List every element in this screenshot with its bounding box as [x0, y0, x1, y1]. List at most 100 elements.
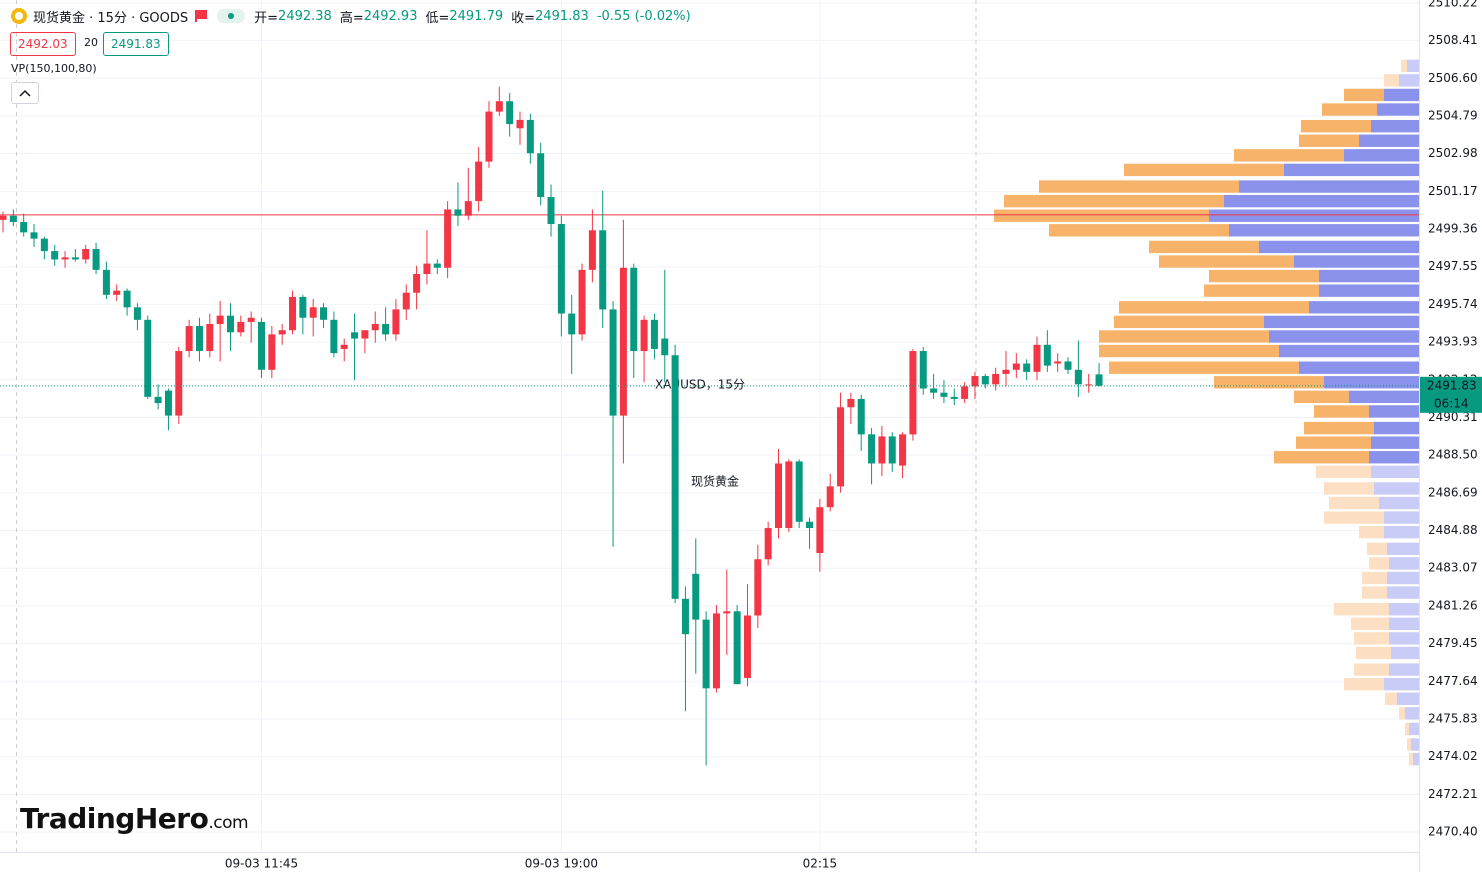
- symbol[interactable]: 现货黄金 · 15分 · GOODS: [33, 10, 189, 26]
- candle-body: [764, 528, 772, 560]
- candle-body: [351, 332, 359, 339]
- candle-body: [630, 267, 638, 352]
- candle-body: [402, 292, 410, 310]
- ask-button[interactable]: 2492.03: [10, 32, 76, 56]
- candle-body: [743, 615, 751, 678]
- candle-body: [516, 119, 524, 129]
- candle-body: [981, 376, 989, 385]
- candle-body: [723, 611, 731, 614]
- candle-body: [444, 209, 452, 268]
- y-tick-label: 2475.83: [1428, 711, 1478, 725]
- vp-down-bar: [1274, 451, 1369, 464]
- candle-body: [650, 319, 658, 349]
- candle-body: [299, 296, 307, 318]
- candle-body: [247, 317, 255, 322]
- candle-body: [20, 221, 28, 233]
- candle-body: [940, 392, 948, 397]
- price-tag-countdown: 06:14: [1434, 396, 1469, 410]
- candle-body: [423, 263, 431, 275]
- candle-body: [133, 307, 141, 320]
- candle-body: [175, 351, 183, 416]
- candle-body: [464, 201, 472, 216]
- candle-body: [30, 232, 38, 239]
- candle-body: [1054, 361, 1062, 364]
- vp-down-bar: [1316, 465, 1371, 478]
- candle-body: [599, 230, 607, 310]
- vp-down-bar: [1324, 511, 1384, 524]
- vp-up-bar: [1389, 617, 1419, 630]
- vp-down-bar: [1384, 74, 1399, 87]
- candle-body: [51, 251, 59, 260]
- candle-body: [557, 224, 565, 314]
- close-value: 2491.83: [535, 8, 589, 24]
- candle-body: [382, 323, 390, 335]
- y-tick-label: 2502.98: [1428, 146, 1478, 160]
- vp-down-bar: [1334, 603, 1389, 616]
- candle-body: [71, 257, 79, 260]
- vp-up-bar: [1371, 119, 1419, 133]
- bid-button[interactable]: 2491.83: [103, 32, 169, 56]
- candle-body: [1012, 363, 1020, 370]
- candle-body: [578, 269, 586, 335]
- vp-down-bar: [994, 209, 1209, 222]
- candle-body: [113, 290, 121, 295]
- candle-body: [237, 321, 245, 333]
- vp-up-bar: [1259, 240, 1419, 254]
- candle-body: [681, 598, 689, 635]
- candle-body: [413, 274, 421, 293]
- candle-body: [806, 521, 814, 529]
- x-tick-label: 09-03 19:00: [525, 857, 598, 871]
- candle-body: [40, 238, 48, 252]
- candle-body: [154, 396, 162, 404]
- candle-body: [320, 307, 328, 320]
- market-status[interactable]: [216, 8, 246, 24]
- vp-up-bar: [1384, 525, 1419, 539]
- candle-body: [392, 309, 400, 335]
- vp-down-bar: [1119, 301, 1309, 314]
- vp-up-bar: [1294, 255, 1419, 268]
- candle-body: [1085, 384, 1093, 386]
- change: -0.55 (-0.02%): [596, 8, 691, 24]
- candle-body: [226, 315, 234, 333]
- vp-up-bar: [1389, 663, 1419, 676]
- vp-up-bar: [1405, 707, 1419, 720]
- vp-up-bar: [1407, 59, 1419, 72]
- candle-body: [278, 330, 286, 335]
- flag-icon: [195, 10, 208, 22]
- legend-header: 现货黄金 · 15分 · GOODS 开= 2492.38 高= 2492.93 低…: [10, 5, 699, 27]
- candle-body: [61, 257, 69, 260]
- vp-down-bar: [1354, 663, 1389, 676]
- candle-body: [909, 351, 917, 435]
- vp-up-bar: [1319, 269, 1419, 283]
- candle-body: [1033, 344, 1041, 372]
- vp-up-bar: [1324, 376, 1419, 389]
- candle-body: [847, 398, 855, 408]
- vp-down-bar: [1234, 149, 1344, 162]
- vp-up-bar: [1269, 330, 1419, 343]
- watermark-sub: 现货黄金: [691, 474, 739, 489]
- y-tick-label: 2506.60: [1428, 71, 1478, 85]
- candle-body: [733, 611, 741, 685]
- vp-down-bar: [1399, 707, 1405, 720]
- candle-body: [992, 373, 1000, 385]
- vp-down-bar: [1296, 436, 1371, 449]
- vp-up-bar: [1229, 224, 1419, 237]
- vp-up-bar: [1369, 451, 1419, 464]
- vp-up-bar: [1399, 74, 1419, 87]
- candle-body: [454, 209, 462, 216]
- candle-body: [826, 486, 834, 508]
- vp-up-bar: [1349, 390, 1419, 404]
- candle-body: [640, 319, 648, 352]
- vp-down-bar: [1124, 163, 1284, 177]
- vp-down-bar: [1329, 496, 1379, 510]
- collapse-button[interactable]: [11, 82, 39, 104]
- candle-body: [340, 344, 348, 349]
- close-label: 收=: [511, 10, 536, 26]
- candle-body: [588, 230, 596, 270]
- symbol-icon: [11, 8, 27, 24]
- logo-text: TradingHero: [20, 802, 209, 835]
- y-tick-label: 2490.31: [1428, 410, 1478, 424]
- vp-up-bar: [1264, 315, 1419, 329]
- candle-body: [537, 153, 545, 197]
